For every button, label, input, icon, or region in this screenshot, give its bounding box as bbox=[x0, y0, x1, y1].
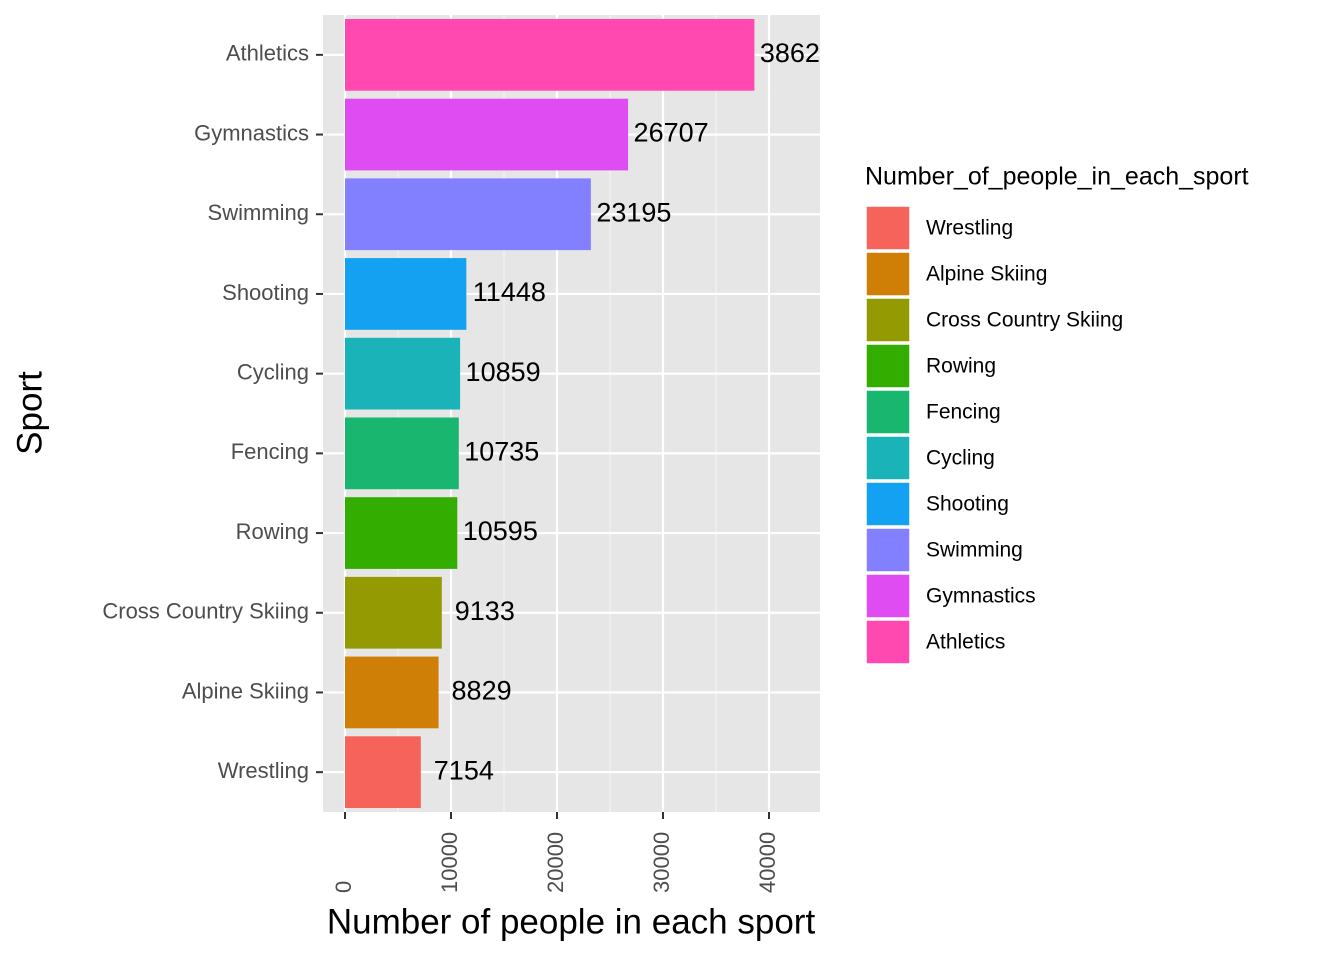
legend-label: Shooting bbox=[926, 493, 1009, 516]
bar bbox=[344, 18, 755, 91]
legend-key bbox=[865, 297, 911, 343]
x-axis-title: Number of people in each sport bbox=[327, 902, 816, 941]
legend-title: Number_of_people_in_each_sport bbox=[865, 163, 1249, 191]
y-tick-label: Athletics bbox=[226, 41, 309, 66]
legend-label: Gymnastics bbox=[926, 585, 1036, 608]
legend-key bbox=[865, 343, 911, 389]
legend-key bbox=[865, 573, 911, 619]
bar bbox=[344, 497, 458, 569]
bar bbox=[344, 258, 467, 330]
y-tick-label: Gymnastics bbox=[194, 120, 309, 145]
value-label: 11448 bbox=[473, 277, 546, 307]
bar bbox=[344, 736, 421, 809]
value-label: 7154 bbox=[434, 755, 494, 785]
legend-key bbox=[865, 527, 911, 573]
bar bbox=[344, 576, 442, 649]
legend-key bbox=[865, 205, 911, 251]
value-label: 26707 bbox=[634, 118, 709, 148]
legend-label: Cycling bbox=[926, 447, 995, 470]
x-tick-label: 10000 bbox=[437, 832, 462, 893]
y-tick-label: Wrestling bbox=[218, 758, 309, 783]
legend-key bbox=[865, 481, 911, 527]
y-tick-label: Rowing bbox=[236, 519, 309, 544]
bar bbox=[344, 417, 459, 490]
y-tick-label: Swimming bbox=[208, 200, 309, 225]
bar bbox=[344, 178, 591, 251]
legend-key bbox=[865, 251, 911, 297]
x-tick-label: 0 bbox=[331, 881, 356, 893]
value-label: 10735 bbox=[464, 436, 539, 466]
marks: 7154 8829 9133 10595 10735 10859 11448 23195 267… bbox=[344, 18, 835, 809]
x-tick-label: 20000 bbox=[543, 832, 568, 893]
y-axis-title: Sport bbox=[10, 371, 49, 455]
legend-label: Cross Country Skiing bbox=[926, 309, 1123, 332]
legend-label: Wrestling bbox=[926, 217, 1013, 240]
bar bbox=[344, 656, 439, 729]
value-label: 10595 bbox=[463, 516, 538, 546]
y-tick-label: Cross Country Skiing bbox=[102, 599, 309, 624]
y-tick-label: Fencing bbox=[231, 439, 309, 464]
legend-key bbox=[865, 619, 911, 665]
bar bbox=[344, 337, 461, 410]
legend-label: Swimming bbox=[926, 539, 1023, 562]
value-label: 38624 bbox=[760, 38, 835, 68]
x-tick-label: 40000 bbox=[755, 832, 780, 893]
legend-label: Rowing bbox=[926, 355, 996, 378]
y-tick-label: Alpine Skiing bbox=[182, 678, 309, 703]
value-label: 9133 bbox=[455, 596, 515, 626]
legend-label: Fencing bbox=[926, 401, 1001, 424]
value-label: 8829 bbox=[452, 676, 512, 706]
bar bbox=[344, 98, 629, 171]
value-label: 10859 bbox=[466, 357, 541, 387]
y-tick-label: Shooting bbox=[222, 280, 309, 305]
legend-key bbox=[865, 389, 911, 435]
y-tick-label: Cycling bbox=[237, 359, 309, 384]
x-tick-label: 30000 bbox=[649, 832, 674, 893]
legend-label: Athletics bbox=[926, 631, 1005, 654]
legend-key bbox=[865, 435, 911, 481]
legend-label: Alpine Skiing bbox=[926, 263, 1047, 286]
axes: 0 10000 20000 30000 40000 Wrestling Alpine Ski… bbox=[102, 41, 779, 893]
value-label: 23195 bbox=[596, 197, 671, 227]
legend: Wrestling Alpine Skiing Cross Country Skii… bbox=[865, 205, 1123, 665]
